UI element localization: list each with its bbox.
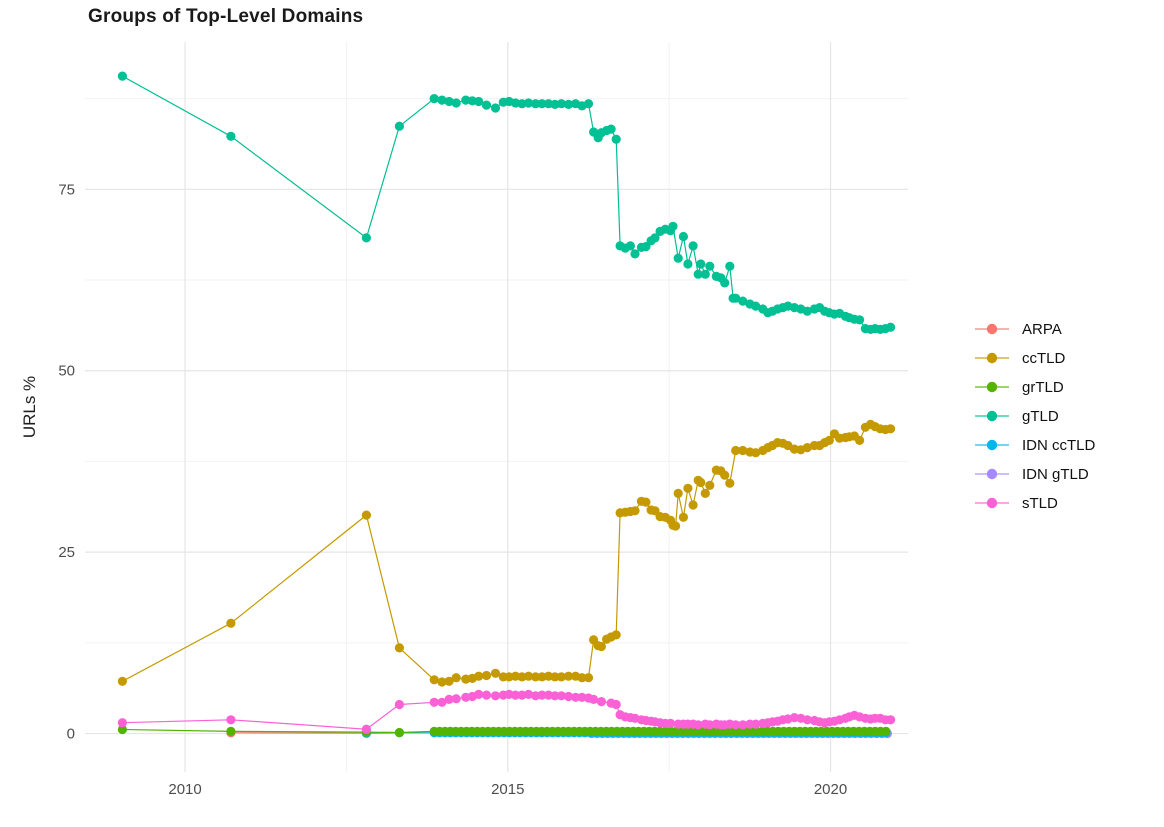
legend-key-icon	[975, 352, 1009, 364]
y-axis-title: URLs %	[20, 375, 39, 439]
legend-item-gtld: gTLD	[974, 405, 1095, 427]
legend-label: IDN ccTLD	[1022, 436, 1096, 454]
legend-label: sTLD	[1022, 494, 1058, 512]
legend-item-idn-cctld: IDN ccTLD	[974, 434, 1095, 456]
legend-label: ARPA	[1022, 320, 1062, 338]
legend-item-grtld: grTLD	[974, 376, 1095, 398]
axis-tick-labels: 2010 2015 2020 0 25 50 75	[58, 181, 847, 798]
series-line-cctld	[122, 423, 891, 683]
legend-key-icon	[975, 323, 1009, 335]
y-tick-label: 50	[58, 363, 75, 380]
y-tick-label: 75	[58, 181, 75, 198]
legend-label: IDN gTLD	[1022, 465, 1089, 483]
x-tick-label: 2010	[168, 781, 201, 798]
chart-title: Groups of Top-Level Domains	[88, 6, 364, 27]
series-stld	[117, 689, 896, 734]
minor-gridlines	[85, 42, 908, 772]
legend-item-arpa: ARPA	[974, 318, 1095, 340]
legend-key-icon	[975, 410, 1009, 422]
legend-label: gTLD	[1022, 407, 1059, 425]
legend-item-idn-gtld: IDN gTLD	[974, 463, 1095, 485]
x-tick-label: 2015	[491, 781, 524, 798]
series-cctld	[117, 419, 896, 687]
series-arpa	[226, 728, 371, 738]
legend-key-icon	[975, 497, 1009, 509]
y-tick-label: 0	[67, 726, 75, 743]
series-line-gtld	[122, 75, 891, 331]
legend-item-stld: sTLD	[974, 492, 1095, 514]
series-gtld	[117, 71, 896, 334]
x-tick-label: 2020	[814, 781, 847, 798]
legend-key-icon	[975, 381, 1009, 393]
legend-key-icon	[975, 439, 1009, 451]
series-grtld	[117, 724, 891, 738]
legend-label: ccTLD	[1022, 349, 1066, 367]
legend-item-cctld: ccTLD	[974, 347, 1095, 369]
major-gridlines	[85, 42, 908, 772]
legend-label: grTLD	[1022, 378, 1064, 396]
y-tick-label: 25	[58, 544, 75, 561]
legend-key-icon	[975, 468, 1009, 480]
chart-legend: ARPA ccTLD grTLD gTLD IDN ccTLD IDN gTLD sTLD	[974, 318, 1095, 514]
